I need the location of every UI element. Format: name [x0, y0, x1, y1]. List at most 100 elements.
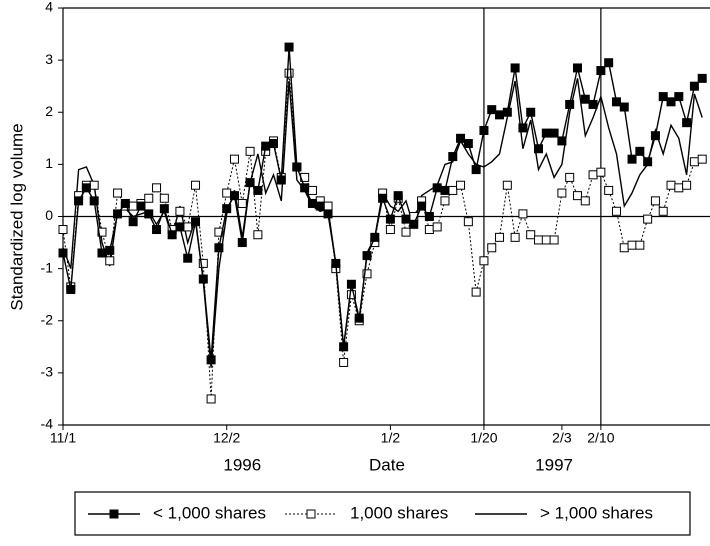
marker [510, 63, 520, 73]
marker [502, 107, 512, 117]
marker [549, 235, 559, 245]
marker [448, 185, 458, 195]
marker [339, 342, 349, 352]
marker [378, 193, 388, 203]
marker [175, 222, 185, 232]
marker [167, 230, 177, 240]
marker [432, 183, 442, 193]
marker [214, 243, 224, 253]
y-tick-label: 3 [45, 51, 53, 67]
legend-label: > 1,000 shares [540, 503, 653, 522]
marker [120, 198, 130, 208]
marker [424, 212, 434, 221]
marker [191, 180, 201, 190]
marker [128, 217, 138, 227]
marker [136, 201, 146, 211]
marker [229, 191, 239, 201]
marker [526, 230, 536, 240]
marker [346, 279, 356, 289]
marker [300, 183, 310, 193]
marker [588, 99, 598, 109]
marker [658, 206, 668, 216]
marker [362, 269, 372, 279]
marker [495, 110, 505, 120]
marker [152, 183, 162, 193]
marker [222, 204, 232, 214]
marker [58, 225, 68, 235]
marker [635, 146, 645, 156]
marker [697, 73, 707, 83]
marker [362, 251, 372, 261]
marker [292, 162, 302, 172]
marker [689, 81, 699, 91]
marker [144, 209, 154, 219]
marker [580, 94, 590, 104]
marker [440, 196, 450, 206]
marker [206, 355, 216, 365]
marker [526, 107, 536, 117]
marker [66, 284, 76, 294]
marker [619, 102, 629, 112]
marker [643, 214, 653, 224]
marker [479, 256, 489, 266]
marker [152, 225, 162, 235]
marker [417, 201, 427, 211]
year-label: 1997 [535, 455, 573, 474]
marker [183, 222, 193, 232]
marker [401, 214, 411, 224]
marker [198, 258, 208, 268]
y-tick-label: -4 [41, 416, 54, 432]
marker [463, 217, 473, 227]
marker [557, 136, 567, 146]
marker [323, 209, 333, 219]
marker [463, 139, 473, 149]
marker [518, 209, 528, 219]
marker [682, 118, 692, 128]
marker [565, 172, 575, 182]
y-tick-label: 0 [45, 207, 53, 223]
marker [510, 232, 520, 242]
marker [229, 154, 239, 164]
marker [315, 201, 325, 211]
marker [479, 125, 489, 135]
marker [557, 188, 567, 198]
marker [183, 253, 193, 263]
marker [81, 183, 91, 193]
marker [627, 240, 637, 250]
y-tick-label: 2 [45, 103, 53, 119]
legend-label: < 1,000 shares [153, 503, 266, 522]
marker [604, 185, 614, 195]
marker [159, 204, 169, 214]
marker [323, 201, 333, 211]
y-tick-label: -1 [41, 259, 54, 275]
marker [487, 105, 497, 115]
x-tick-label: 1/20 [470, 430, 497, 446]
year-label: 1996 [223, 455, 261, 474]
marker [191, 217, 201, 227]
marker [534, 235, 544, 245]
marker [674, 183, 684, 193]
marker [409, 219, 419, 229]
marker [666, 180, 676, 190]
marker [658, 92, 668, 102]
marker [331, 258, 341, 268]
marker [549, 128, 559, 138]
marker [222, 188, 232, 198]
marker [627, 154, 637, 164]
marker [370, 232, 380, 242]
marker [113, 209, 123, 219]
marker [495, 232, 505, 242]
marker [448, 152, 458, 162]
series-line [62, 47, 703, 360]
marker [534, 144, 544, 154]
x-tick-label: 2/3 [552, 430, 572, 446]
marker [354, 313, 364, 323]
marker [666, 97, 676, 107]
marker [198, 274, 208, 284]
marker [105, 256, 115, 266]
marker [89, 180, 99, 190]
marker [214, 227, 224, 237]
marker [97, 227, 107, 237]
marker [471, 165, 481, 175]
